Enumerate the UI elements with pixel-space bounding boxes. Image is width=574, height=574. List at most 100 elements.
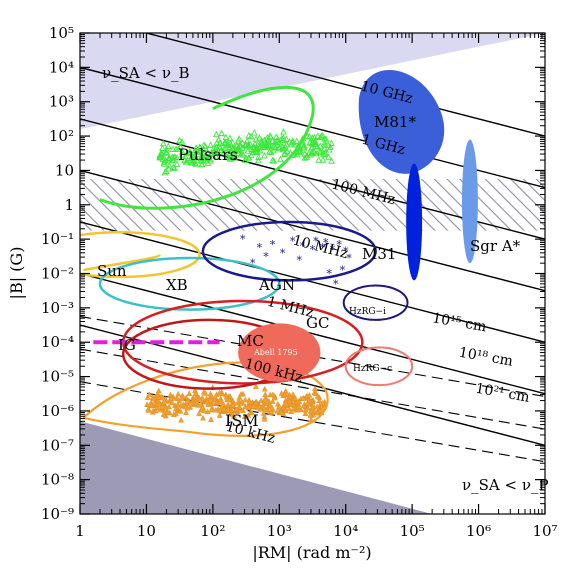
ism-marker [281, 391, 288, 398]
pulsar-marker [210, 144, 218, 152]
pulsar-marker [172, 145, 180, 152]
pulsar-marker [216, 139, 224, 146]
pulsar-marker [328, 157, 335, 164]
ism-marker [145, 405, 152, 412]
agn-marker: * [330, 243, 336, 256]
ism-marker [160, 394, 166, 401]
ism-marker [316, 397, 323, 404]
ism-marker [166, 403, 172, 410]
size-line [80, 348, 545, 430]
pulsar-marker [258, 137, 266, 144]
ism-marker [288, 408, 295, 414]
ism-marker [250, 403, 257, 409]
pulsar-marker [173, 160, 181, 167]
pulsar-marker [221, 144, 228, 152]
pulsar-marker [268, 142, 275, 150]
region-nu-sa-below-nu-p [80, 421, 433, 514]
ism-marker [199, 394, 206, 401]
ism-outline [82, 361, 329, 437]
pulsar-marker [306, 132, 313, 140]
ism-marker [216, 389, 223, 396]
pulsar-marker [156, 153, 164, 160]
x-tick-label: 10⁵ [400, 522, 425, 540]
agn-marker: * [290, 235, 296, 248]
ism-marker [274, 407, 281, 414]
sgr-a-label: Sgr A* [470, 237, 521, 255]
pulsar-marker [293, 137, 301, 144]
pulsar-marker [281, 150, 288, 157]
y-tick-label: 10² [49, 127, 74, 145]
pulsar-marker [159, 139, 167, 147]
abell-1795-label: Abell 1795 [253, 348, 298, 357]
agn-marker: * [263, 250, 269, 263]
pulsar-marker [170, 153, 178, 161]
x-tick-label: 10⁶ [466, 522, 491, 540]
pulsar-marker [296, 146, 304, 154]
agn-marker: * [313, 235, 319, 248]
ism-marker [292, 395, 299, 401]
pulsar-marker [213, 143, 220, 150]
hzrg-i-outline [342, 284, 409, 321]
y-tick-label: 10³ [49, 93, 74, 111]
ism-marker [167, 391, 174, 398]
ism-marker [242, 403, 249, 409]
pulsar-marker [306, 138, 314, 146]
ism-marker [150, 407, 157, 414]
x-tick-label: 10⁴ [333, 522, 358, 540]
ism-marker [208, 406, 215, 413]
ism-marker [313, 409, 320, 416]
gc-label: GC [306, 314, 329, 332]
pulsar-marker [317, 133, 324, 140]
ig-label: IG [118, 336, 136, 354]
m31-label: M31 [362, 245, 396, 263]
pulsar-marker [212, 130, 220, 138]
x-tick-label: 10² [200, 522, 225, 540]
agn-marker: * [333, 278, 339, 291]
ism-marker [208, 416, 214, 422]
pulsar-marker [228, 155, 235, 162]
frequency-line [80, 272, 545, 395]
pulsar-marker [267, 148, 275, 156]
pulsar-marker [256, 134, 263, 141]
pulsar-marker [191, 151, 198, 159]
ism-marker [174, 394, 180, 401]
pulsar-marker [200, 145, 207, 153]
pulsar-marker [217, 148, 225, 155]
agn-marker: * [300, 240, 306, 253]
ism-label: ISM [225, 411, 259, 430]
pulsar-marker [246, 140, 254, 148]
ism-marker [283, 400, 290, 407]
frequency-line [80, 169, 545, 292]
xb-label: XB [166, 276, 188, 294]
pulsar-marker [278, 134, 286, 141]
pulsar-marker [250, 129, 258, 136]
pulsar-marker [276, 143, 283, 151]
ism-marker [164, 409, 171, 415]
pulsar-marker [277, 155, 284, 163]
pulsar-marker [201, 142, 209, 150]
ism-marker [161, 397, 168, 404]
y-tick-label: 10⁻¹ [41, 230, 74, 248]
y-axis-label: |B| (G) [7, 247, 26, 300]
pulsar-marker [275, 139, 283, 146]
ism-marker [155, 400, 162, 407]
pulsar-marker [194, 150, 202, 158]
size-line-label: 10¹⁵ cm [431, 310, 488, 335]
agn-outline [201, 220, 377, 282]
agn-marker: * [310, 243, 316, 256]
pulsar-marker [165, 155, 172, 162]
agn-marker: * [296, 254, 302, 267]
pulsar-marker [186, 148, 194, 156]
pulsar-marker [218, 129, 225, 137]
pulsar-marker [247, 151, 255, 159]
ism-marker [184, 398, 190, 404]
ism-marker [261, 405, 268, 412]
pulsars-label: Pulsars [178, 145, 238, 164]
ism-marker [216, 412, 223, 418]
pulsar-marker [182, 152, 189, 160]
ism-marker [291, 402, 297, 409]
ism-marker [294, 398, 300, 405]
ism-marker [155, 394, 162, 400]
ism-marker [224, 396, 231, 403]
